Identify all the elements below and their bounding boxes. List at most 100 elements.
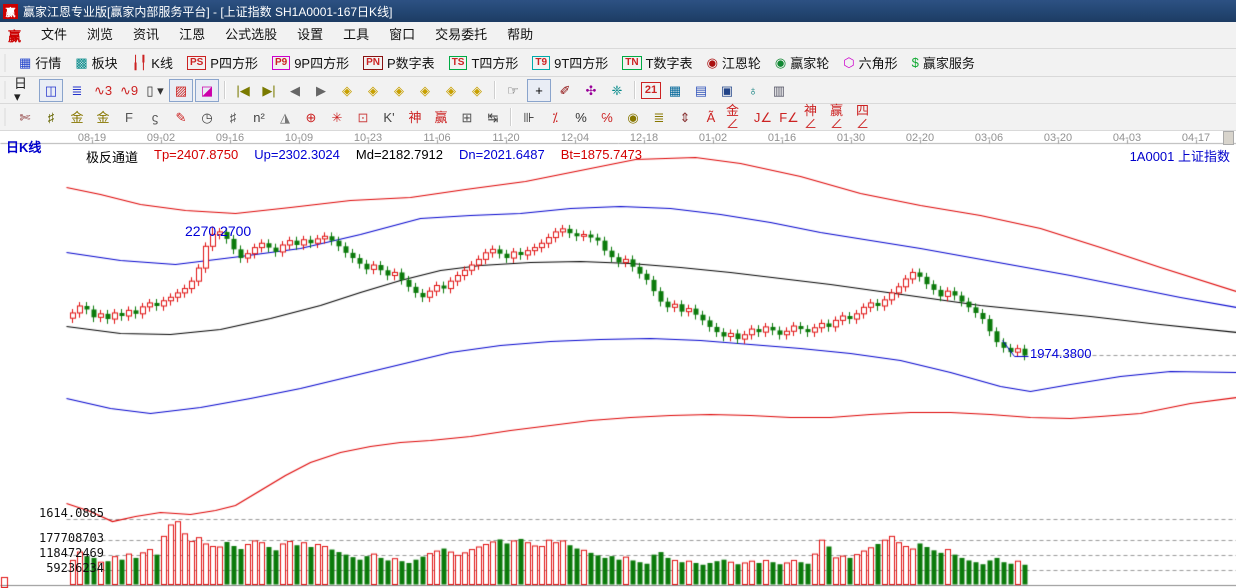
gold-circle-icon[interactable]: ◉ (627, 109, 639, 125)
gann-wheel[interactable]: ◉ 江恩轮 (700, 51, 768, 75)
expand-all-icon[interactable]: ◈ (472, 82, 482, 98)
crosshair-icon[interactable]: + (527, 78, 551, 102)
save-icon[interactable]: ▣ (720, 82, 734, 98)
chart-area[interactable]: 日K线 极反通道 Tp=2407.8750 Up=2302.3024 Md=2182… (0, 131, 1236, 588)
percent-line-icon[interactable]: ℅ (601, 109, 613, 125)
expand-horizontal-icon[interactable]: ◈ (394, 82, 404, 98)
circle-cross-icon[interactable]: ⊕ (305, 109, 317, 125)
shen-angle-icon[interactable]: 神∠ (804, 103, 818, 131)
export-web-icon[interactable]: ♁ (748, 82, 758, 98)
trendline-tool-icon[interactable]: ✐ (559, 82, 571, 98)
menu-item-文件[interactable]: 文件 (41, 27, 68, 42)
menu-item-工具[interactable]: 工具 (343, 27, 370, 42)
span-arrows-icon[interactable]: ↹ (487, 109, 499, 125)
period-day-dropdown-icon[interactable]: 日 ▾ (14, 76, 28, 104)
p-square[interactable]: PS P四方形 (180, 51, 265, 75)
menu-item-设置[interactable]: 设置 (297, 27, 324, 42)
chips-distribution-icon[interactable]: ▨ (169, 78, 193, 102)
menu-bar: 赢 文件 浏览 资讯 江恩 公式选股 设置 工具 窗口 交易委托 帮助 (0, 22, 1236, 49)
shen-tool-icon[interactable]: 神 (408, 109, 422, 125)
t-number-table-badge-icon: TN (622, 55, 642, 70)
date-tick-label: 10-23 (353, 132, 383, 144)
gann-clock-icon[interactable]: ◷ (201, 109, 213, 125)
ying-tool-icon[interactable]: 赢 (434, 109, 448, 125)
golden-section-icon[interactable]: 金 (70, 109, 84, 125)
axis-scroll-box[interactable] (1223, 131, 1234, 145)
notes-icon[interactable]: ▤ (694, 82, 708, 98)
price-low-axis-label: 1614.0885 (38, 506, 104, 520)
n-square-icon[interactable]: n² (253, 109, 265, 125)
t-square[interactable]: TS T四方形 (442, 51, 526, 75)
grid-123-icon[interactable]: ⊞ (461, 109, 473, 125)
yinyang-pattern-icon[interactable]: ◫ (39, 78, 63, 102)
pattern-match-icon[interactable]: ❈ (611, 82, 623, 98)
red-marker-icon[interactable]: ✎ (175, 109, 187, 125)
f-angle-icon[interactable]: F∠ (779, 109, 799, 125)
gann-shape-icon[interactable]: ✣ (585, 82, 597, 98)
t-number-table[interactable]: TN T数字表 (615, 51, 699, 75)
menu-item-交易委托[interactable]: 交易委托 (435, 27, 488, 42)
sector-blocks[interactable]: ▩ 板块 (68, 51, 124, 75)
kline[interactable]: ╽╿ K线 (125, 51, 180, 75)
ying-angle-icon[interactable]: 赢∠ (830, 103, 844, 131)
percent-icon[interactable]: % (575, 109, 587, 125)
wave-a-icon[interactable]: Ã (706, 109, 716, 125)
indicator-value: Tp=2407.8750 (154, 147, 239, 162)
date-tick-label: 12-04 (560, 132, 590, 144)
sector-blocks-icon: ▩ (75, 55, 88, 70)
menu-item-公式选股[interactable]: 公式选股 (225, 27, 278, 42)
winner-service[interactable]: $ 赢家服务 (905, 51, 982, 75)
menu-item-帮助[interactable]: 帮助 (507, 27, 534, 42)
minute3-chart-icon[interactable]: ∿3 (93, 82, 113, 98)
compress-horizontal-icon[interactable]: ◈ (420, 82, 430, 98)
j-angle-icon[interactable]: J∠ (753, 109, 773, 125)
star-circle-icon[interactable]: ✳ (331, 109, 343, 125)
winner-wheel[interactable]: ◉ 赢家轮 (768, 51, 836, 75)
p-number-table[interactable]: PN P数字表 (356, 51, 442, 75)
calculator-icon[interactable]: ▦ (668, 82, 682, 98)
ratio-table-icon[interactable]: ⊪ (523, 109, 535, 125)
first-page-icon[interactable]: |◀ (236, 82, 250, 98)
shift-left-icon[interactable]: ◈ (342, 82, 352, 98)
shift-right-icon[interactable]: ◈ (368, 82, 378, 98)
minute9-chart-icon[interactable]: ∿9 (119, 82, 139, 98)
gann-grid-icon[interactable]: ♯ (47, 109, 55, 125)
gann-wheel-icon: ◉ (706, 55, 718, 70)
next-page-icon[interactable]: ▶ (316, 82, 326, 98)
square-target-icon[interactable]: ⊡ (357, 109, 369, 125)
mirror-angle-icon[interactable]: ◮ (280, 109, 290, 125)
last-page-icon[interactable]: ▶| (262, 82, 276, 98)
k-mark-icon[interactable]: K' (383, 109, 395, 125)
quote-table[interactable]: ▦ 行情 (12, 51, 68, 75)
date-tick-label: 02-20 (905, 132, 935, 144)
kline-canvas[interactable] (0, 131, 1236, 588)
gold-line-icon[interactable]: ≣ (653, 109, 665, 125)
pan-hand-icon[interactable]: ☞ (507, 82, 519, 98)
menu-item-窗口[interactable]: 窗口 (389, 27, 416, 42)
brush-tool-icon[interactable]: ✄ (19, 109, 31, 125)
menu-item-浏览[interactable]: 浏览 (87, 27, 114, 42)
volume-profile-icon[interactable]: ◪ (195, 78, 219, 102)
menu-item-资讯[interactable]: 资讯 (133, 27, 160, 42)
percent-slash-icon[interactable]: ⁒ (552, 109, 558, 125)
golden-box-icon[interactable]: 金 (96, 109, 110, 125)
gold-angle-icon[interactable]: 金∠ (726, 103, 740, 131)
info-board-icon[interactable]: ≣ (71, 82, 83, 98)
menu-item-江恩[interactable]: 江恩 (179, 27, 206, 42)
fibonacci-f-icon[interactable]: F (125, 109, 133, 125)
9p-square[interactable]: P9 9P四方形 (265, 51, 356, 75)
updown-pen-icon[interactable]: ⇕ (679, 109, 691, 125)
compress-all-icon[interactable]: ◈ (446, 82, 456, 98)
calendar-21-icon[interactable]: 21 (641, 81, 661, 99)
price-scale-icon[interactable]: ♯ (229, 109, 237, 125)
prev-page-icon[interactable]: ◀ (290, 82, 300, 98)
spiral-5-icon[interactable]: ϛ (151, 109, 159, 125)
9t-square[interactable]: T9 9T四方形 (525, 51, 615, 75)
hexagon[interactable]: ⬡ 六角形 (836, 51, 904, 75)
candle-type-dropdown-icon[interactable]: ▯ ▾ (146, 82, 164, 98)
winner-wheel-label: 赢家轮 (790, 56, 830, 71)
menu-logo-icon[interactable]: 赢 (8, 28, 22, 44)
title-bar[interactable]: 赢 赢家江恩专业版[赢家内部服务平台] - [上证指数 SH1A0001-167… (0, 0, 1236, 22)
si-angle-icon[interactable]: 四∠ (856, 103, 870, 131)
workstation-icon[interactable]: ▥ (772, 82, 786, 98)
